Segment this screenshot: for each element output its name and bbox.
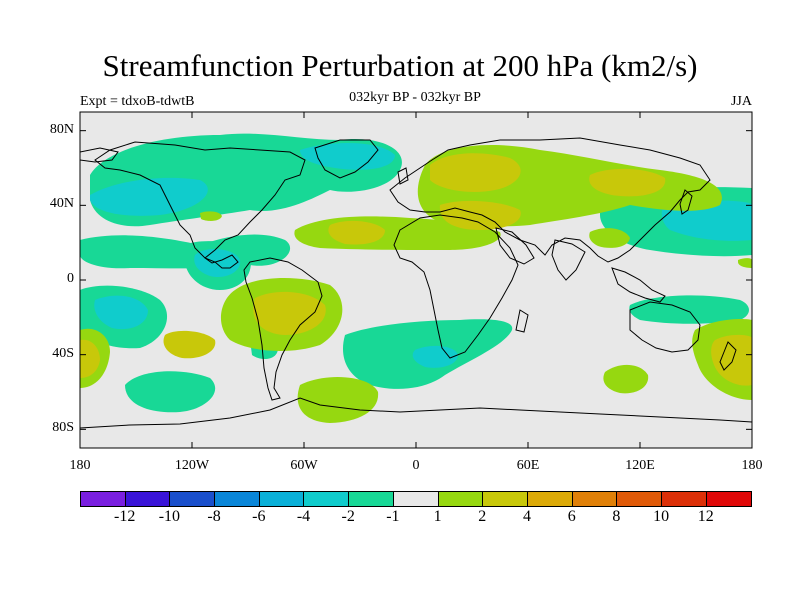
pos-core-south-pacific [163, 330, 216, 359]
map-title: Streamfunction Perturbation at 200 hPa (… [102, 48, 698, 83]
colorbar-swatch [661, 492, 707, 506]
coast-uk [397, 167, 409, 185]
coast-australia [629, 301, 701, 353]
colorbar-swatch [304, 492, 350, 506]
colorbar-label: 8 [612, 508, 621, 525]
coast-arabia [495, 227, 535, 265]
colorbar-swatch [617, 492, 662, 506]
colorbar-label: -10 [158, 508, 181, 525]
colorbar-label: 12 [697, 508, 714, 525]
y-tick-label: 40S [52, 345, 74, 361]
time-period-label: 032kyr BP - 032kyr BP [349, 90, 481, 105]
pos-core-southwest-pacific [80, 339, 100, 378]
colorbar [80, 491, 753, 507]
coast-india [551, 239, 586, 281]
pos-region-indian-ocean [603, 364, 649, 394]
colorbar-label: -6 [252, 508, 266, 525]
neg-region-west-australia [629, 295, 749, 324]
x-tick-label: 180 [741, 458, 763, 473]
colorbar-swatch [170, 492, 216, 506]
colorbar-label: -2 [341, 508, 355, 525]
y-tick-label: 80N [49, 121, 74, 137]
x-tick-label: 120W [174, 458, 210, 473]
colorbar-label: 6 [567, 508, 576, 525]
y-tick-label: 80S [52, 420, 74, 436]
coastlines [80, 137, 752, 429]
neg-core-tropical-east-pacific [194, 248, 241, 278]
pos-region-east-asia-south [589, 228, 630, 248]
coast-africa [393, 214, 519, 359]
colorbar-label: 4 [523, 508, 531, 525]
colorbar-label: 2 [478, 508, 487, 525]
neg-core-north-atlantic [300, 143, 395, 170]
colorbar-label: -12 [114, 508, 136, 525]
colorbar-swatch [438, 492, 484, 506]
colorbar-label: 1 [433, 508, 442, 525]
axis-ticks [79, 112, 753, 448]
colorbar-swatch [259, 492, 305, 506]
colorbar-swatch [527, 492, 573, 506]
x-tick-label: 60W [290, 458, 318, 473]
pos-core-mediterranean [439, 200, 521, 230]
coast-north-america [94, 141, 306, 269]
colorbar-swatch [81, 492, 126, 506]
pos-region-southern-ocean [297, 376, 379, 423]
neg-core-south-atlantic [412, 345, 458, 368]
coast-greenland [314, 139, 379, 179]
colorbar-swatch [125, 492, 171, 506]
x-tick-label: 180 [69, 458, 91, 473]
x-tick-label: 60E [516, 458, 540, 473]
x-tick-label: 0 [412, 458, 420, 473]
colorbar-swatch [483, 492, 528, 506]
colorbar-swatch [706, 492, 752, 506]
colorbar-label: 10 [653, 508, 670, 525]
pos-region-asia-small [738, 258, 752, 268]
pos-core-siberia [589, 168, 666, 197]
season-label: JJA [730, 94, 752, 109]
x-tick-label: 120E [625, 458, 655, 473]
coast-eurasia [389, 137, 711, 263]
y-tick-label: 0 [67, 271, 74, 286]
coast-new-zealand [719, 341, 737, 371]
experiment-label: Expt = tdxoB-tdwtB [80, 94, 195, 109]
colorbar-swatch [215, 492, 260, 506]
colorbar-label: -1 [386, 508, 400, 525]
neg-core-central-pacific [94, 295, 148, 330]
pos-region-subtropical-small [200, 211, 222, 221]
pos-core-atlantic-tropics [328, 220, 385, 245]
contour-fields [80, 133, 752, 423]
colorbar-swatch [349, 492, 394, 506]
neg-region-southern-ocean [125, 371, 216, 413]
coast-antarctica [80, 397, 752, 429]
pos-core-europe [430, 153, 521, 192]
coast-south-america [243, 257, 323, 401]
pos-core-new-zealand [711, 334, 752, 386]
y-tick-label: 40N [49, 196, 74, 212]
neg-core-north-pacific [90, 177, 208, 216]
coast-japan [679, 189, 693, 215]
colorbar-swatch [572, 492, 618, 506]
colorbar-label: -8 [207, 508, 221, 525]
pos-core-south-america [253, 291, 326, 335]
coast-alaska [80, 147, 119, 163]
coast-madagascar [515, 309, 529, 333]
colorbar-label: -4 [296, 508, 311, 525]
coast-southeast-asia [611, 267, 666, 303]
colorbar-swatch [393, 492, 439, 506]
